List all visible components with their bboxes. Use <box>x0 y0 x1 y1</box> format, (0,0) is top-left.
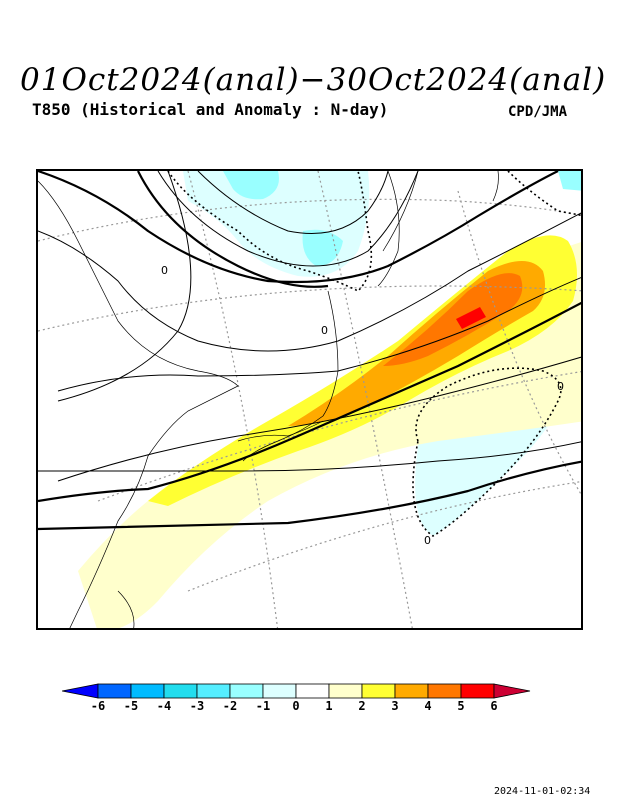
scale-label: 5 <box>457 699 465 713</box>
contour-label-1: 0 <box>161 264 168 277</box>
scale-swatch <box>229 683 264 699</box>
scale-label: -4 <box>156 699 172 713</box>
warm-anomaly-peak <box>456 307 486 329</box>
contour-label-3: 0 <box>557 380 564 393</box>
timestamp: 2024-11-01-02:34 <box>494 786 591 797</box>
scale-swatch <box>328 683 363 699</box>
scale-label: 0 <box>292 699 300 713</box>
warm-anomaly-stronger <box>383 273 523 366</box>
zero-contours <box>167 171 581 537</box>
map-canvas: 0 0 0 0 <box>38 171 581 628</box>
scale-arrow-high <box>493 683 531 699</box>
scale-label: -5 <box>123 699 139 713</box>
scale-swatch <box>295 683 330 699</box>
scale-arrow-low <box>62 683 99 699</box>
scale-swatch <box>97 683 132 699</box>
scale-label: -6 <box>90 699 106 713</box>
map-subtitle: T850 (Historical and Anomaly : N-day) <box>32 100 389 119</box>
scale-label: -2 <box>222 699 238 713</box>
scale-label: 6 <box>490 699 498 713</box>
scale-swatch <box>427 683 462 699</box>
coastlines <box>38 171 499 628</box>
scale-label: 2 <box>358 699 366 713</box>
scale-label: 3 <box>391 699 399 713</box>
agency-label: CPD/JMA <box>508 104 568 120</box>
scale-label: 1 <box>325 699 333 713</box>
color-scale-labels: -6 -5 -4 -3 -2 -1 0 1 2 3 4 5 6 <box>62 699 542 715</box>
map-title: 01Oct2024(anal)−30Oct2024(anal) <box>20 62 607 98</box>
isotherms <box>38 171 581 482</box>
anomaly-map: 0 0 0 0 <box>36 169 583 630</box>
contour-label-2: 0 <box>321 324 328 337</box>
cold-anomaly-north-core2 <box>302 229 343 266</box>
scale-swatch <box>460 683 495 699</box>
scale-label: -1 <box>255 699 271 713</box>
scale-label: 4 <box>424 699 432 713</box>
cold-anomaly-ne <box>558 171 581 191</box>
isotherms-bold <box>38 171 581 531</box>
color-scale-bar <box>62 683 531 699</box>
scale-swatch <box>163 683 198 699</box>
scale-swatch <box>130 683 165 699</box>
scale-label: -3 <box>189 699 205 713</box>
graticule <box>38 171 581 628</box>
contour-label-4: 0 <box>424 534 431 547</box>
scale-swatch <box>196 683 231 699</box>
scale-swatch <box>262 683 297 699</box>
cold-anomaly-north-core <box>223 171 279 200</box>
scale-swatch <box>361 683 396 699</box>
scale-swatch <box>394 683 429 699</box>
